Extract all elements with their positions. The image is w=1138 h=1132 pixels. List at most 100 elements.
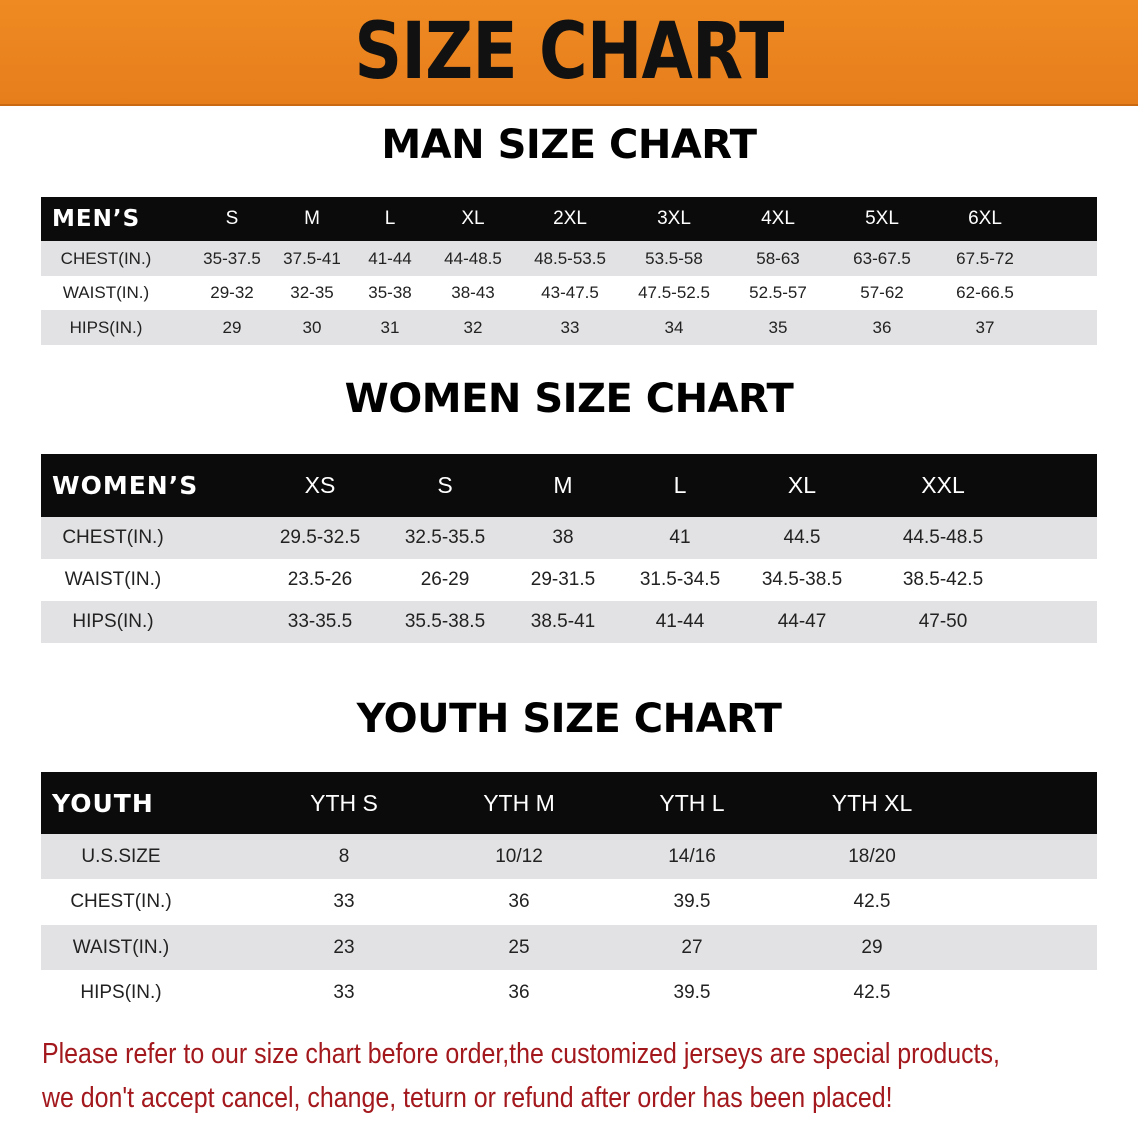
men-header-row: MEN’S S M L XL 2XL 3XL 4XL 5XL 6XL [41, 197, 1097, 241]
table-cell: 38-43 [451, 283, 495, 302]
table-cell: 33 [333, 981, 355, 1003]
table-row: CHEST(IN.) 29.5-32.5 32.5-35.5 38 41 44.5 44.5… [41, 517, 1097, 559]
table-cell: 44-48.5 [444, 248, 502, 268]
size-column-header: XXL [921, 472, 965, 498]
size-chart-banner: SIZE CHART [0, 0, 1138, 106]
table-cell: 41-44 [655, 611, 705, 632]
table-cell: 25 [508, 936, 530, 958]
table-row: HIPS(IN.) 33 36 39.5 42.5 [41, 970, 1097, 1015]
table-cell: 23.5-26 [287, 569, 353, 590]
notice-line-1: Please refer to our size chart before or… [42, 1038, 1000, 1070]
women-header-row: WOMEN’S XS S M L XL XXL [41, 454, 1097, 517]
table-row: WAIST(IN.) 23 25 27 29 [41, 925, 1097, 970]
table-cell: 35-37.5 [203, 248, 261, 268]
size-column-header: L [384, 208, 396, 229]
row-label: WAIST(IN.) [72, 936, 170, 958]
size-column-header: XL [461, 208, 485, 229]
table-cell: 38.5-41 [530, 611, 596, 632]
table-cell: 47-50 [918, 611, 968, 632]
row-label: HIPS(IN.) [69, 317, 143, 337]
size-column-header: M [553, 472, 573, 498]
table-cell: 29 [222, 317, 242, 337]
size-column-header: YTH M [483, 789, 555, 816]
table-row: WAIST(IN.) 23.5-26 26-29 29-31.5 31.5-34.5 34… [41, 559, 1097, 601]
table-cell: 44-47 [777, 611, 827, 632]
table-cell: 18/20 [848, 845, 896, 867]
table-cell: 35 [768, 317, 788, 337]
table-cell: 43-47.5 [541, 283, 599, 302]
youth-section-title: YOUTH SIZE CHART [356, 696, 782, 742]
table-cell: 14/16 [668, 845, 716, 867]
table-cell: 63-67.5 [853, 248, 911, 268]
size-column-header: 4XL [761, 208, 795, 229]
size-column-header: S [437, 472, 453, 498]
table-cell: 23 [333, 936, 355, 958]
table-cell: 41-44 [368, 248, 412, 268]
table-cell: 10/12 [495, 845, 543, 867]
table-cell: 35.5-38.5 [404, 611, 486, 632]
table-cell: 44.5 [783, 527, 821, 548]
row-label: HIPS(IN.) [80, 981, 162, 1003]
table-cell: 38 [552, 527, 574, 548]
table-cell: 48.5-53.5 [534, 248, 606, 268]
table-cell: 36 [872, 317, 892, 337]
table-cell: 33 [560, 317, 580, 337]
table-cell: 26-29 [420, 569, 470, 590]
table-cell: 42.5 [853, 891, 891, 912]
table-cell: 29-32 [210, 283, 254, 302]
youth-header-label: YOUTH [52, 788, 154, 818]
row-label: CHEST(IN.) [70, 891, 172, 912]
table-cell: 33 [333, 891, 355, 912]
table-cell: 29.5-32.5 [279, 527, 361, 548]
table-cell: 32-35 [290, 283, 334, 302]
notice-line-2: we don't accept cancel, change, teturn o… [42, 1082, 893, 1114]
row-label: U.S.SIZE [81, 845, 161, 867]
table-cell: 44.5-48.5 [902, 527, 984, 548]
banner-title: SIZE CHART [354, 7, 784, 97]
men-section-title: MAN SIZE CHART [381, 122, 757, 168]
table-cell: 32 [463, 317, 483, 337]
table-cell: 27 [681, 936, 703, 958]
table-row: CHEST(IN.) 35-37.5 37.5-41 41-44 44-48.5 48.5… [41, 241, 1097, 276]
size-column-header: XS [304, 472, 336, 498]
youth-header-row: YOUTH YTH S YTH M YTH L YTH XL [41, 772, 1097, 834]
table-cell: 8 [338, 845, 350, 867]
table-cell: 36 [508, 891, 530, 912]
size-column-header: 5XL [865, 208, 899, 229]
table-cell: 29-31.5 [530, 569, 596, 590]
table-cell: 35-38 [368, 283, 412, 302]
table-cell: 32.5-35.5 [404, 527, 486, 548]
table-cell: 52.5-57 [749, 283, 807, 302]
size-column-header: 6XL [968, 208, 1002, 229]
row-label: CHEST(IN.) [60, 248, 152, 268]
table-cell: 34 [664, 317, 684, 337]
table-cell: 31 [380, 317, 400, 337]
size-column-header: YTH L [659, 789, 725, 816]
table-cell: 38.5-42.5 [902, 569, 984, 590]
table-cell: 53.5-58 [645, 248, 703, 268]
table-cell: 36 [508, 981, 530, 1003]
table-cell: 29 [861, 936, 883, 958]
size-column-header: L [673, 472, 687, 498]
table-row: U.S.SIZE 8 10/12 14/16 18/20 [41, 834, 1097, 879]
size-column-header: YTH S [310, 789, 378, 816]
table-row: WAIST(IN.) 29-32 32-35 35-38 38-43 43-47.5 47.… [41, 276, 1097, 310]
table-row: HIPS(IN.) 33-35.5 35.5-38.5 38.5-41 41-44 44-… [41, 601, 1097, 643]
row-label: HIPS(IN.) [72, 611, 154, 632]
table-row: HIPS(IN.) 29 30 31 32 33 34 35 36 37 [41, 310, 1097, 345]
table-cell: 39.5 [673, 891, 711, 912]
men-header-label: MEN’S [52, 206, 141, 232]
table-cell: 57-62 [860, 283, 904, 302]
row-label: WAIST(IN.) [62, 283, 150, 302]
table-cell: 37 [975, 317, 995, 337]
table-cell: 67.5-72 [956, 248, 1014, 268]
size-column-header: M [304, 208, 320, 229]
size-column-header: 3XL [657, 208, 691, 229]
table-cell: 31.5-34.5 [639, 569, 721, 590]
table-cell: 33-35.5 [287, 611, 353, 632]
size-column-header: 2XL [553, 208, 587, 229]
table-cell: 39.5 [673, 981, 711, 1003]
table-cell: 34.5-38.5 [761, 569, 843, 590]
table-cell: 42.5 [853, 981, 891, 1003]
size-column-header: XL [787, 472, 817, 498]
